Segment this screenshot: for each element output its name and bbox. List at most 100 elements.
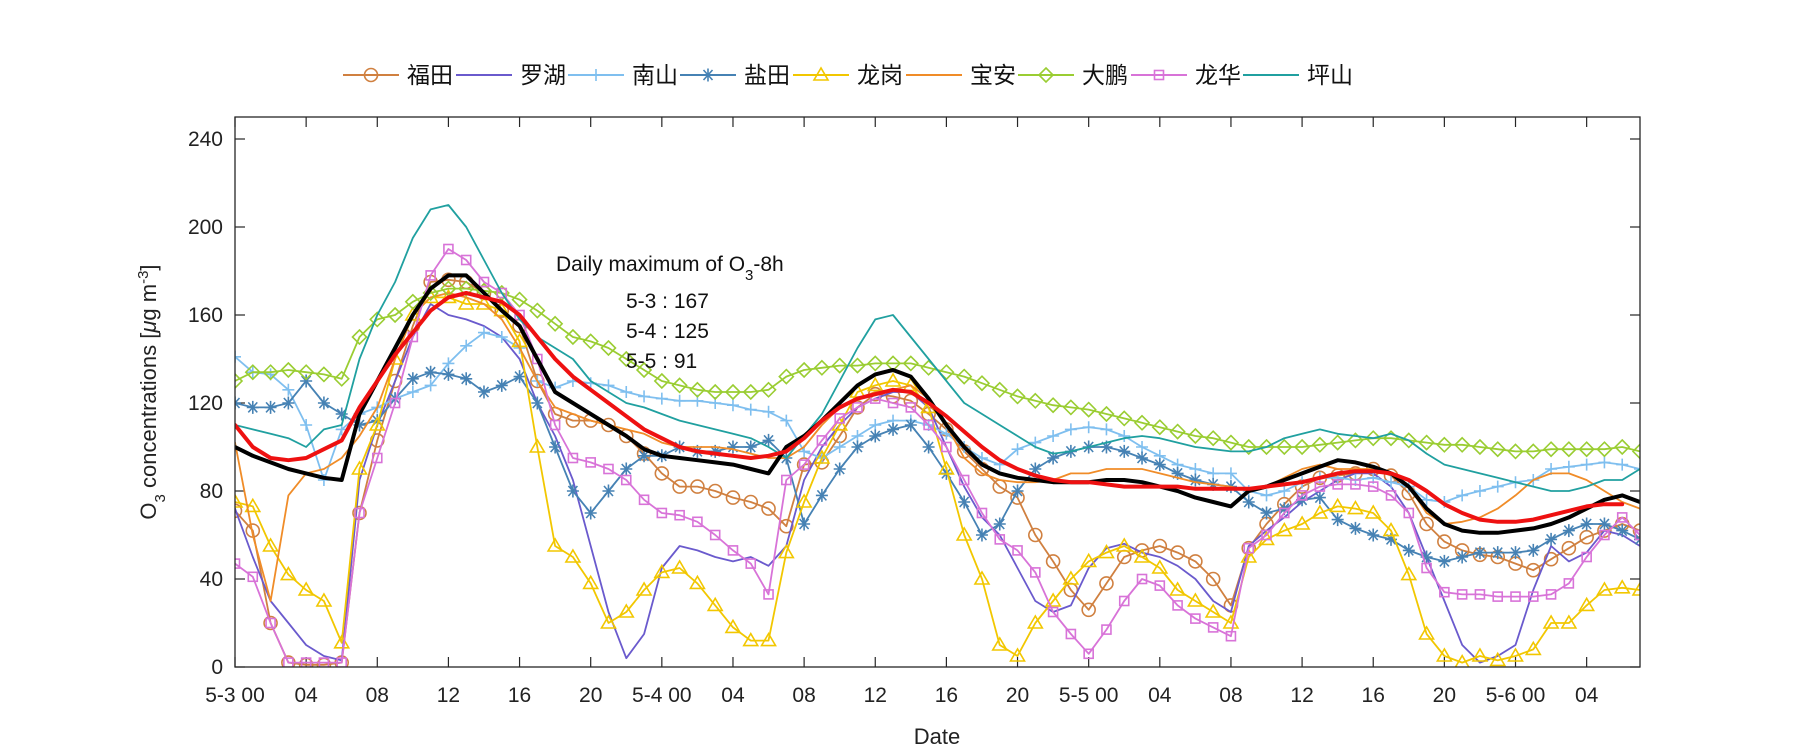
data-point-龙华: [389, 397, 401, 409]
data-point-大鹏: [1205, 430, 1222, 447]
series-lines: [235, 204, 1640, 667]
x-tick-label: 08: [1219, 684, 1242, 707]
data-point-龙华: [674, 509, 685, 521]
data-point-大鹏: [1311, 436, 1329, 453]
data-point-盐田: [282, 396, 295, 410]
series-line-8h-mean: [235, 291, 1625, 524]
data-point-盐田: [869, 429, 882, 443]
data-point-龙华: [958, 474, 970, 486]
legend-item-南山: 南山: [568, 62, 678, 88]
data-point-龙华: [300, 657, 312, 667]
data-point-大鹏: [1631, 443, 1640, 460]
x-tick-label: 16: [935, 684, 958, 707]
data-point-龙岗: [991, 636, 1009, 651]
series-line-坪山: [235, 204, 1640, 492]
data-point-南山: [1011, 443, 1024, 456]
data-point-盐田: [335, 407, 348, 421]
data-point-大鹏: [1436, 436, 1453, 453]
data-point-盐田: [549, 440, 562, 454]
legend-label-大鹏: 大鹏: [1082, 62, 1128, 88]
data-point-福田: [654, 466, 670, 481]
data-point-大鹏: [1098, 405, 1115, 423]
data-point-龙华: [887, 397, 899, 409]
data-point-盐田: [833, 462, 846, 476]
data-point-大鹏: [298, 364, 315, 381]
annotation-box: Daily maximum of O3-8h 5-3 : 167 5-4 : 1…: [556, 253, 784, 373]
data-point-龙岗: [368, 416, 386, 431]
data-point-龙岗: [1542, 614, 1560, 629]
data-point-龙岗: [635, 581, 653, 596]
x-tick-label: 04: [721, 684, 745, 707]
data-point-南山: [1047, 430, 1060, 442]
data-point-盐田: [1473, 546, 1486, 560]
data-point-大鹏: [635, 361, 653, 379]
data-point-龙岗: [279, 566, 297, 581]
data-point-大鹏: [244, 364, 261, 381]
data-point-龙华: [1314, 481, 1326, 492]
data-point-南山: [638, 390, 651, 403]
data-point-大鹏: [262, 364, 279, 381]
data-point-福田: [1632, 523, 1640, 538]
data-point-龙岗: [1026, 614, 1044, 629]
legend-item-福田: 福田: [343, 62, 453, 88]
data-point-盐田: [602, 484, 615, 498]
data-point-龙华: [1421, 562, 1432, 574]
data-point-南山: [673, 394, 686, 407]
data-point-龙华: [1350, 479, 1361, 490]
data-point-龙岗: [742, 632, 760, 647]
data-point-龙华: [923, 419, 934, 431]
data-point-龙华: [1118, 595, 1130, 607]
data-point-龙华: [478, 276, 490, 288]
data-point-龙岗: [706, 596, 724, 612]
data-point-大鹏: [600, 339, 617, 357]
data-point-大鹏: [1418, 434, 1435, 451]
data-point-龙华: [852, 402, 863, 413]
data-point-南山: [282, 383, 295, 396]
data-point-盐田: [1562, 524, 1575, 538]
data-point-龙岗: [760, 632, 777, 647]
data-point-龙岗: [1560, 614, 1578, 629]
data-point-龙华: [781, 474, 792, 486]
data-point-南山: [477, 326, 490, 339]
data-point-大鹏: [831, 357, 848, 374]
data-point-大鹏: [795, 361, 813, 379]
y-axis-title-end: ]: [136, 264, 161, 270]
data-point-盐田: [1527, 543, 1540, 557]
data-point-大鹏: [973, 375, 991, 392]
data-point-龙华: [1439, 586, 1450, 598]
data-point-龙岗: [333, 634, 351, 649]
data-point-龙华: [638, 494, 650, 506]
x-axis-title: Date: [914, 724, 960, 749]
data-point-盐田: [353, 418, 366, 432]
data-point-盐田: [1385, 532, 1398, 546]
y-axis-title-sup: -3: [135, 271, 152, 284]
data-point-龙华: [1492, 591, 1504, 602]
y-tick-label: 160: [188, 304, 223, 327]
data-point-龙华: [1172, 600, 1183, 611]
legend-item-坪山: 坪山: [1243, 62, 1353, 88]
data-point-南山: [1082, 421, 1095, 434]
data-point-南山: [851, 430, 864, 442]
series-大鹏: [235, 280, 1640, 460]
data-point-龙岗: [1596, 581, 1613, 596]
legend-item-龙岗: 龙岗: [793, 62, 903, 88]
data-point-盐田: [1260, 506, 1273, 520]
data-point-大鹏: [760, 381, 777, 398]
data-point-盐田: [513, 370, 526, 384]
data-point-盐田: [744, 440, 757, 454]
data-point-大鹏: [938, 364, 955, 381]
data-point-盐田: [993, 517, 1006, 531]
x-tick-label: 5-3 00: [205, 684, 265, 707]
data-point-大鹏: [991, 381, 1008, 398]
data-point-福田: [743, 494, 759, 510]
data-point-盐田: [1616, 524, 1629, 538]
data-point-福田: [1099, 576, 1114, 591]
data-point-龙华: [976, 507, 988, 519]
data-point-龙华: [354, 507, 365, 519]
data-point-盐田: [406, 372, 419, 386]
data-point-龙华: [1065, 628, 1077, 640]
data-point-龙岗: [689, 574, 706, 590]
series-8h-mean: [235, 291, 1625, 524]
x-tick-label: 08: [366, 684, 389, 707]
